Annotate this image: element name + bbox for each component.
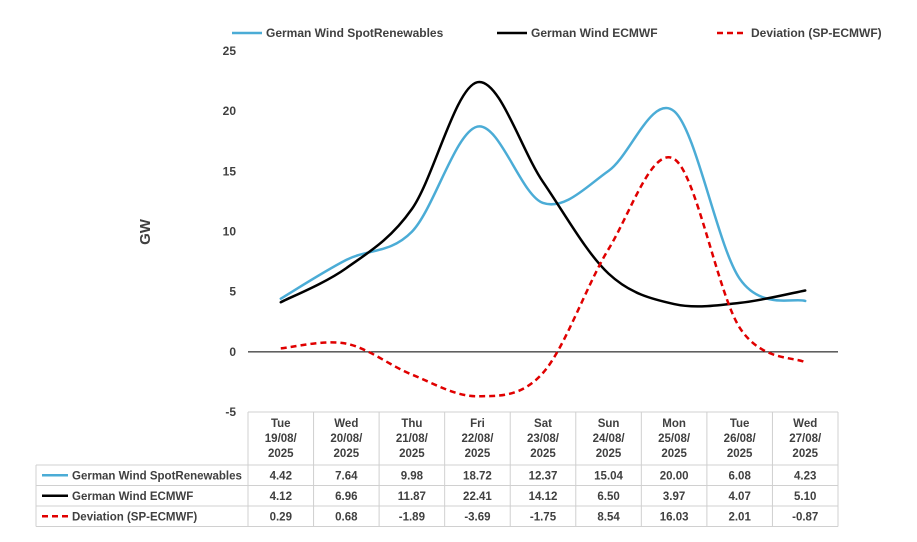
table-row-label: German Wind ECMWF — [72, 491, 193, 503]
y-tick-label: 0 — [229, 345, 236, 359]
data-label: 0.29 — [270, 511, 292, 523]
data-label: -0.87 — [792, 511, 818, 523]
data-label: 22.41 — [463, 491, 492, 503]
data-label: 4.42 — [270, 470, 292, 482]
data-label: 8.54 — [597, 511, 620, 523]
x-tick-label: 27/08/ — [789, 433, 822, 445]
x-tick-label: 2025 — [530, 448, 556, 460]
data-label: 4.12 — [270, 491, 292, 503]
data-label: 9.98 — [401, 470, 424, 482]
x-tick-label: Sun — [598, 418, 620, 430]
data-label: 5.10 — [794, 491, 816, 503]
data-label: 2.01 — [728, 511, 751, 523]
data-label: 18.72 — [463, 470, 492, 482]
data-label: 7.64 — [335, 470, 358, 482]
data-label: 6.08 — [728, 470, 751, 482]
x-tick-label: 20/08/ — [330, 433, 363, 445]
x-tick-label: 21/08/ — [396, 433, 429, 445]
data-label: -3.69 — [464, 511, 490, 523]
x-tick-label: Wed — [793, 418, 817, 430]
data-label: 11.87 — [398, 491, 426, 503]
legend-label: German Wind SpotRenewables — [266, 26, 444, 40]
legend-label: German Wind ECMWF — [531, 26, 658, 40]
series-lines — [279, 80, 807, 398]
x-tick-label: 2025 — [661, 448, 687, 460]
x-tick-label: 2025 — [727, 448, 753, 460]
y-tick-label: -5 — [225, 405, 236, 419]
y-tick-label: 20 — [223, 104, 237, 118]
x-tick-label: Mon — [662, 418, 686, 430]
y-axis-ticks: -5 0 5 10 15 20 25 — [223, 44, 237, 419]
x-tick-label: 2025 — [268, 448, 294, 460]
series-line-german-wind-spotrenewables — [279, 107, 807, 303]
x-tick-label: 2025 — [596, 448, 622, 460]
x-tick-label: 26/08/ — [724, 433, 757, 445]
series-line-german-wind-ecmwf — [279, 80, 807, 308]
data-label: 15.04 — [594, 470, 623, 482]
series-line-deviation-sp-ecmwf — [280, 156, 806, 398]
x-tick-label: Sat — [534, 418, 552, 430]
data-label: 14.12 — [529, 491, 558, 503]
table-row-label: Deviation (SP-ECMWF) — [72, 511, 197, 523]
x-tick-label: Fri — [470, 418, 485, 430]
data-table: Tue 19/08/2025 Wed 20/08/2025 Thu 21/08/2025 F… — [35, 411, 839, 527]
table-row-label: German Wind SpotRenewables — [72, 470, 242, 482]
x-tick-label: Wed — [334, 418, 358, 430]
x-tick-label: 2025 — [399, 448, 425, 460]
data-label: 4.23 — [794, 470, 816, 482]
y-axis-label: GW — [137, 218, 154, 245]
y-tick-label: 5 — [229, 285, 236, 299]
x-tick-label: 23/08/ — [527, 433, 560, 445]
x-tick-label: 25/08/ — [658, 433, 691, 445]
data-label: 4.07 — [728, 491, 750, 503]
x-tick-label: 2025 — [792, 448, 818, 460]
data-label: 20.00 — [660, 470, 689, 482]
x-tick-label: 24/08/ — [593, 433, 626, 445]
y-tick-label: 10 — [223, 225, 237, 239]
x-tick-label: 2025 — [334, 448, 360, 460]
data-label: 16.03 — [660, 511, 689, 523]
data-label: 6.96 — [335, 491, 357, 503]
data-label: 12.37 — [529, 470, 558, 482]
data-label: 3.97 — [663, 491, 685, 503]
legend-label: Deviation (SP-ECMWF) — [751, 26, 882, 40]
data-label: 6.50 — [597, 491, 619, 503]
x-tick-label: Tue — [730, 418, 750, 430]
x-tick-label: 2025 — [465, 448, 491, 460]
y-tick-label: 25 — [223, 44, 237, 58]
x-tick-label: 22/08/ — [461, 433, 494, 445]
data-label: -1.89 — [399, 511, 425, 523]
legend: German Wind SpotRenewables German Wind EC… — [232, 26, 882, 40]
x-tick-label: Tue — [271, 418, 291, 430]
x-tick-label: 19/08/ — [265, 433, 298, 445]
data-label: 0.68 — [335, 511, 358, 523]
y-tick-label: 15 — [223, 164, 237, 178]
x-tick-label: Thu — [401, 418, 422, 430]
data-label: -1.75 — [530, 511, 557, 523]
